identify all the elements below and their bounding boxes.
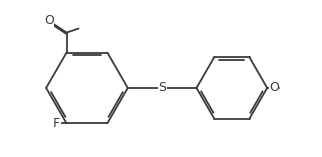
- Text: S: S: [158, 81, 166, 94]
- Text: O: O: [269, 81, 279, 94]
- Text: O: O: [44, 14, 54, 27]
- Text: F: F: [53, 117, 60, 130]
